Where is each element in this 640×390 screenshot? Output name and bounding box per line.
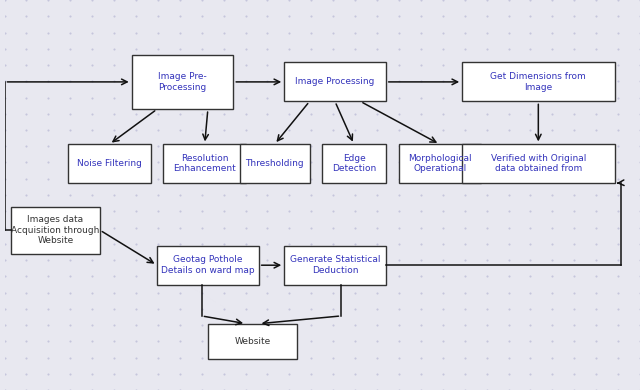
FancyBboxPatch shape: [157, 246, 259, 285]
FancyBboxPatch shape: [462, 144, 614, 183]
Text: Geotag Pothole
Details on ward map: Geotag Pothole Details on ward map: [161, 255, 255, 275]
Text: Thresholding: Thresholding: [245, 159, 304, 168]
FancyBboxPatch shape: [132, 55, 234, 109]
Text: Get Dimensions from
Image: Get Dimensions from Image: [490, 72, 586, 92]
Text: Morphological
Operational: Morphological Operational: [408, 154, 472, 174]
Text: Image Processing: Image Processing: [295, 77, 374, 87]
Text: Image Pre-
Processing: Image Pre- Processing: [158, 72, 207, 92]
FancyBboxPatch shape: [284, 62, 386, 101]
FancyBboxPatch shape: [163, 144, 246, 183]
FancyBboxPatch shape: [68, 144, 150, 183]
Text: Generate Statistical
Deduction: Generate Statistical Deduction: [290, 255, 380, 275]
Text: Noise Filtering: Noise Filtering: [77, 159, 142, 168]
FancyBboxPatch shape: [208, 324, 297, 359]
FancyBboxPatch shape: [399, 144, 481, 183]
FancyBboxPatch shape: [462, 62, 614, 101]
FancyBboxPatch shape: [323, 144, 386, 183]
FancyBboxPatch shape: [11, 207, 100, 254]
FancyBboxPatch shape: [239, 144, 310, 183]
Text: Website: Website: [234, 337, 271, 346]
FancyBboxPatch shape: [284, 246, 386, 285]
Text: Images data
Acquisition through
Website: Images data Acquisition through Website: [11, 215, 100, 245]
Text: Verified with Original
data obtained from: Verified with Original data obtained fro…: [491, 154, 586, 174]
Text: Edge
Detection: Edge Detection: [332, 154, 376, 174]
Text: Resolution
Enhancement: Resolution Enhancement: [173, 154, 236, 174]
